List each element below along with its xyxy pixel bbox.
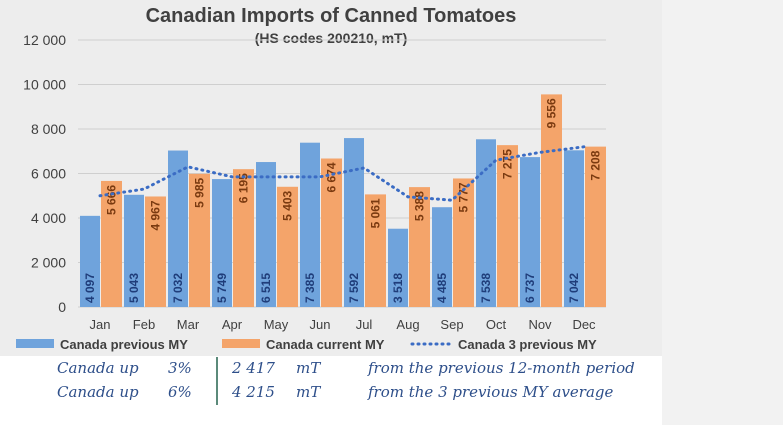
bar-current-my [189,173,210,307]
stat-divider [216,357,218,405]
right-strip [662,0,783,425]
stat-row-2: Canada up 6% 4 215 mT from the 3 previou… [0,383,662,407]
stat-percent: 6% [168,383,192,401]
bar-previous-my [300,142,320,307]
legend-label-3-previous-my: Canada 3 previous MY [458,337,597,352]
data-label-current-my: 5 061 [369,198,383,228]
legend-label-previous-my: Canada previous MY [60,337,188,352]
bar-previous-my [168,150,188,307]
data-label-previous-my: 4 097 [83,273,97,303]
bar-current-my [497,145,518,307]
y-tick-label: 0 [58,299,66,315]
x-tick-label: Apr [222,317,243,332]
legend-swatch-previous-my [16,339,54,348]
y-tick-label: 6 000 [31,166,66,182]
y-tick-label: 12 000 [23,32,66,48]
data-label-current-my: 6 195 [237,173,251,203]
data-label-previous-my: 6 737 [523,273,537,303]
data-label-current-my: 5 388 [413,191,427,221]
x-tick-label: Nov [528,317,552,332]
data-label-current-my: 5 666 [105,185,119,215]
x-tick-label: Mar [177,317,200,332]
stat-unit: mT [296,359,321,377]
data-label-current-my: 5 985 [193,178,207,208]
bar-previous-my [564,150,584,307]
data-label-previous-my: 5 043 [127,273,141,303]
bar-current-my [585,146,606,307]
data-label-previous-my: 3 518 [391,273,405,303]
y-tick-label: 8 000 [31,121,66,137]
stat-row-1: Canada up 3% 2 417 mT from the previous … [0,359,662,383]
bar-previous-my [256,162,276,307]
data-label-previous-my: 4 485 [435,273,449,303]
bar-current-my [365,194,386,307]
data-label-previous-my: 6 515 [259,273,273,303]
stat-amount: 4 215 [232,383,275,401]
bar-previous-my [212,179,232,307]
stats-panel [0,356,662,425]
bar-current-my [409,187,430,307]
stat-region: Canada up [57,359,139,377]
bar-current-my [453,178,474,307]
legend-swatch-current-my [222,339,260,348]
y-tick-label: 4 000 [31,210,66,226]
data-label-previous-my: 7 385 [303,273,317,303]
bar-previous-my [476,139,496,307]
stat-note: from the 3 previous MY average [368,383,614,401]
x-tick-label: Jan [90,317,111,332]
x-tick-label: Feb [133,317,155,332]
data-label-current-my: 5 403 [281,190,295,220]
data-label-previous-my: 7 032 [171,273,185,303]
x-tick-label: Dec [572,317,596,332]
stat-region: Canada up [57,383,139,401]
x-tick-label: Jul [356,317,373,332]
legend-label-current-my: Canada current MY [266,337,385,352]
bar-current-my [277,186,298,307]
bar-previous-my [388,228,408,307]
stat-amount: 2 417 [232,359,275,377]
chart-title: Canadian Imports of Canned Tomatoes [145,5,517,27]
y-tick-label: 2 000 [31,255,66,271]
bar-previous-my [344,138,364,307]
data-label-previous-my: 7 592 [347,273,361,303]
y-tick-label: 10 000 [23,77,66,93]
bar-current-my [101,180,122,307]
bar-current-my [145,196,166,307]
x-tick-label: Sep [440,317,463,332]
bar-previous-my [80,215,100,307]
chart-subtitle: (HS codes 200210, mT) [254,30,408,46]
data-label-current-my: 7 208 [589,150,603,180]
x-tick-label: Aug [396,317,419,332]
data-label-previous-my: 7 538 [479,273,493,303]
data-label-current-my: 6 674 [325,162,339,192]
bar-current-my [321,158,342,307]
data-label-current-my: 4 967 [149,200,163,230]
data-label-current-my: 9 556 [545,98,559,128]
bar-previous-my [124,194,144,307]
x-tick-label: May [264,317,289,332]
data-label-previous-my: 5 749 [215,273,229,303]
bar-previous-my [520,157,540,307]
chart-svg: 0 2 000 4 000 6 000 8 000 10 000 12 000 4 097 5 … [16,32,606,352]
line-3-previous-my [98,145,586,202]
x-tick-label: Oct [486,317,507,332]
data-label-previous-my: 7 042 [567,273,581,303]
x-tick-label: Jun [310,317,331,332]
bar-current-my [541,94,562,307]
bar-current-my [233,169,254,307]
stat-unit: mT [296,383,321,401]
bar-previous-my [432,207,452,307]
stat-note: from the previous 12-month period [368,359,635,377]
data-label-current-my: 7 275 [501,149,515,179]
data-label-current-my: 5 777 [457,182,471,212]
stat-percent: 3% [168,359,192,377]
